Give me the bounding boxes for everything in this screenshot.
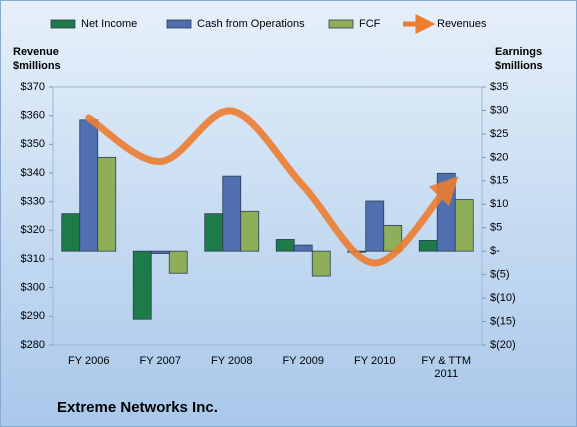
bar (79, 119, 99, 252)
bar (293, 244, 313, 252)
y2-axis-title: Earnings $millions (495, 46, 543, 72)
bar (222, 175, 242, 252)
bar (204, 213, 224, 252)
plot-area (52, 86, 483, 346)
y-tick-label: $300 (21, 282, 45, 294)
y2-tick-label: $15 (490, 175, 508, 187)
y-tick-label: $340 (21, 167, 45, 179)
y-tick-label: $360 (21, 110, 45, 122)
bar (61, 213, 81, 252)
legend-label: Net Income (81, 18, 137, 30)
bar (240, 210, 260, 252)
y2-tick-label: $30 (490, 104, 508, 116)
y2-tick-label: $5 (490, 222, 502, 234)
bar (168, 250, 188, 274)
y2-tick-label: $25 (490, 128, 508, 140)
bar (436, 172, 456, 252)
y-tick-label: $310 (21, 253, 45, 265)
bar (150, 250, 170, 254)
y2-tick-label: $(10) (490, 292, 516, 304)
x-tick-label: FY 2007 (139, 355, 181, 367)
y-tick-label: $290 (21, 310, 45, 322)
legend-label: Cash from Operations (197, 18, 305, 30)
y-tick-label: $370 (21, 81, 45, 93)
y-tick-label: $280 (21, 339, 45, 351)
bar (418, 239, 438, 252)
y2-tick-label: $(15) (490, 315, 516, 327)
legend-swatch (166, 19, 192, 29)
x-tick-label: FY 2010 (354, 355, 396, 367)
bar (454, 199, 474, 252)
bar (132, 250, 152, 320)
legend-swatch (328, 19, 354, 29)
bar (365, 200, 385, 252)
y2-tick-label: $(20) (490, 339, 516, 351)
x-tick-label: FY 2006 (68, 355, 110, 367)
y-tick-label: $330 (21, 196, 45, 208)
bar (311, 250, 331, 277)
bar (275, 239, 295, 252)
bar (97, 156, 117, 252)
y2-tick-label: $35 (490, 81, 508, 93)
y-axis-title: Revenue $millions (13, 46, 61, 72)
y2-tick-label: $20 (490, 151, 508, 163)
x-tick-label: FY 2008 (211, 355, 253, 367)
y2-tick-label: $10 (490, 198, 508, 210)
y-tick-label: $350 (21, 138, 45, 150)
y2-tick-label: $- (490, 245, 500, 257)
y-tick-label: $320 (21, 224, 45, 236)
x-tick-label: FY 2009 (282, 355, 324, 367)
chart-title: Extreme Networks Inc. (57, 399, 218, 416)
y2-tick-label: $(5) (490, 269, 510, 281)
legend-swatch (50, 19, 76, 29)
legend-label: FCF (359, 18, 381, 30)
legend-label: Revenues (437, 18, 487, 30)
line (85, 107, 459, 267)
x-tick-label: FY & TTM 2011 (421, 355, 472, 380)
